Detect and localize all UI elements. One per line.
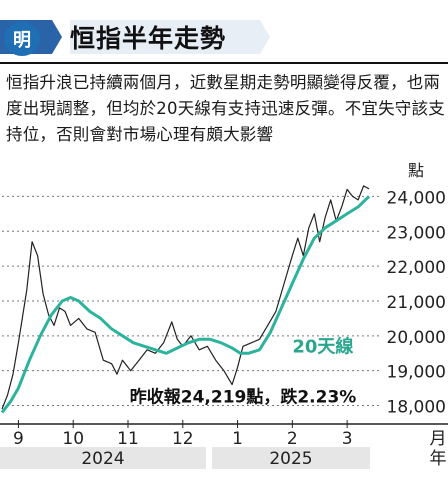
year-label-2025: 2025 [269, 449, 312, 469]
hsi-chart: 18,000 19,000 20,000 21,000 22,000 23,000 24,0… [0, 161, 448, 469]
x-tick-label: 1 [232, 429, 243, 449]
x-tick-label: 3 [342, 429, 353, 449]
y-tick-label: 20,000 [387, 328, 446, 348]
x-unit-label: 月 [430, 429, 447, 449]
logo-badge: 明 [4, 22, 40, 56]
x-tick-label: 2 [287, 429, 298, 449]
header: 明 恒指半年走勢 [0, 0, 448, 60]
y-tick-label: 23,000 [387, 223, 446, 243]
logo-text: 明 [13, 30, 31, 51]
x-tick-label: 9 [13, 429, 24, 449]
y-tick-label: 24,000 [387, 188, 446, 208]
x-tick-label: 10 [62, 429, 84, 449]
year-band-2024 [0, 447, 206, 469]
y-tick-label: 22,000 [387, 258, 446, 278]
y-tick-label: 21,000 [387, 293, 446, 313]
title-divider [0, 62, 448, 64]
y-tick-label: 19,000 [387, 363, 446, 383]
description-text: 恒指升浪已持續兩個月，近數星期走勢明顯變得反覆，也兩度出現調整，但均於20天線有… [6, 73, 445, 144]
x-unit-year-label: 年 [430, 449, 447, 469]
year-label-2024: 2024 [81, 449, 124, 469]
series-line-price [1, 185, 370, 410]
x-tick-label: 11 [117, 429, 139, 449]
series-line-ma20 [0, 195, 371, 414]
year-band-2025 [212, 447, 370, 469]
x-tick-label: 12 [172, 429, 194, 449]
page-title: 恒指半年走勢 [70, 24, 227, 53]
y-unit-label: 點 [408, 161, 424, 180]
y-tick-label: 18,000 [387, 398, 446, 418]
close-annotation: 昨收報24,219點，跌2.23% [130, 387, 357, 408]
ma-label: 20天線 [292, 335, 353, 357]
